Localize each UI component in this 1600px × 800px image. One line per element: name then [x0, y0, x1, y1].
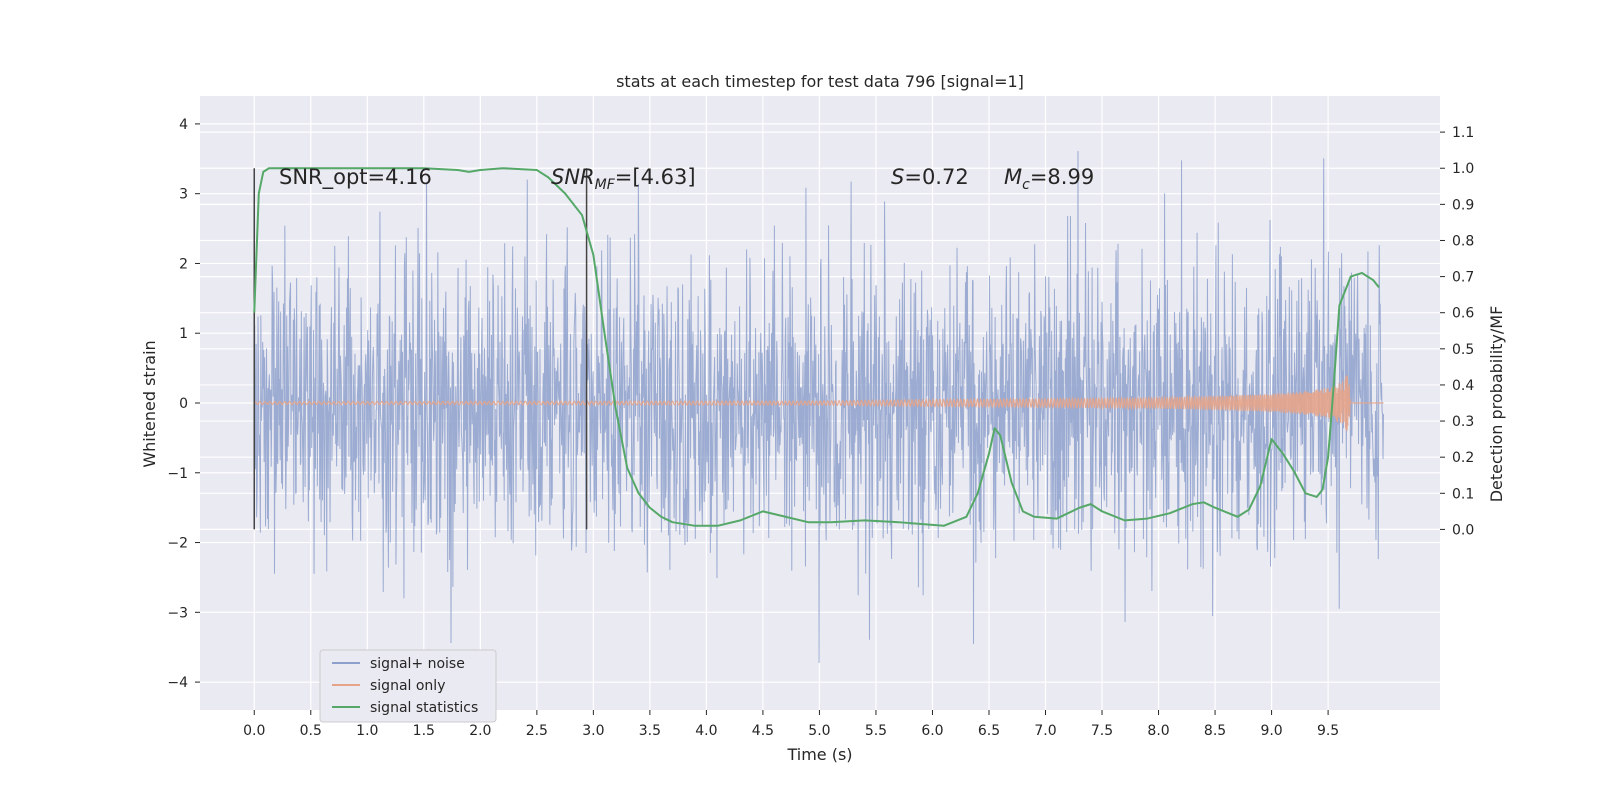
signal-statistics-line — [253, 167, 1380, 527]
y-tick-label-right: 1.0 — [1452, 161, 1474, 177]
x-tick-label: 7.5 — [1091, 723, 1113, 739]
legend-label-signal-only: signal only — [370, 678, 445, 694]
x-tick-label: 8.0 — [1147, 723, 1169, 739]
x-tick-label: 1.5 — [413, 723, 435, 739]
legend-label-signal-noise: signal+ noise — [370, 656, 465, 672]
y-tick-label-right: 0.7 — [1452, 270, 1474, 286]
y-axis-label-right: Detection probability/MF — [1487, 306, 1506, 503]
legend: signal+ noise signal only signal statist… — [319, 649, 497, 723]
y-ticks: 4 3 2 1 0 −1 −2 −3 −4 — [167, 117, 200, 691]
y-tick-label: 2 — [179, 256, 188, 272]
y-tick-label-right: 0.1 — [1452, 486, 1474, 502]
x-tick-label: 3.0 — [582, 723, 604, 739]
y-tick-label: −2 — [167, 536, 188, 552]
y-tick-label: 0 — [179, 396, 188, 412]
y-tick-label-right: 1.1 — [1452, 125, 1474, 141]
annotation-snr-mf: SNRMF=[4.63] — [551, 165, 696, 193]
y-tick-label: 1 — [179, 326, 188, 342]
x-tick-label: 8.5 — [1204, 723, 1226, 739]
y-tick-label: 3 — [179, 187, 188, 203]
x-tick-label: 6.5 — [978, 723, 1000, 739]
y-tick-label-right: 0.2 — [1452, 450, 1474, 466]
series-signal-statistics — [253, 167, 1380, 527]
y-tick-label-right: 0.5 — [1452, 342, 1474, 358]
chart-title: stats at each timestep for test data 796… — [616, 72, 1024, 91]
x-tick-label: 6.0 — [921, 723, 943, 739]
y-tick-label: 4 — [179, 117, 188, 133]
y-tick-label: −3 — [167, 605, 188, 621]
y-tick-label: −4 — [167, 675, 188, 691]
x-axis-label: Time (s) — [786, 745, 852, 764]
annotation-snr-opt: SNR_opt=4.16 — [279, 165, 432, 190]
series-signal-noise — [253, 151, 1384, 663]
y-axis-label: Whitened strain — [140, 340, 159, 467]
legend-label-signal-statistics: signal statistics — [370, 700, 478, 716]
x-tick-label: 3.5 — [639, 723, 661, 739]
signal-noise-line — [253, 151, 1384, 663]
y-ticks-right: 1.1 1.0 0.9 0.8 0.7 0.6 0.5 0.4 0.3 0.2 0.1 0.0 — [1440, 125, 1474, 538]
series-signal-only — [253, 375, 1384, 431]
y-tick-label-right: 0.9 — [1452, 197, 1474, 213]
y-tick-label-right: 0.3 — [1452, 414, 1474, 430]
signal-only-line — [253, 375, 1384, 431]
x-ticks: 0.0 0.5 1.0 1.5 2.0 2.5 3.0 3.5 4.0 4.5 5.0 5.5 6.0 6… — [243, 710, 1339, 739]
x-tick-label: 1.0 — [356, 723, 378, 739]
annotation-s: S=0.72 — [891, 165, 969, 189]
y-tick-label-right: 0.0 — [1452, 522, 1474, 538]
x-tick-label: 9.5 — [1317, 723, 1339, 739]
x-tick-label: 5.5 — [865, 723, 887, 739]
legend-box — [319, 649, 497, 723]
x-tick-label: 0.5 — [300, 723, 322, 739]
y-tick-label: −1 — [167, 466, 188, 482]
annotation-mc: Mc=8.99 — [1004, 165, 1094, 193]
x-tick-label: 4.0 — [695, 723, 717, 739]
x-tick-label: 0.0 — [243, 723, 265, 739]
y-tick-label-right: 0.4 — [1452, 378, 1474, 394]
x-tick-label: 2.0 — [469, 723, 491, 739]
x-tick-label: 5.0 — [808, 723, 830, 739]
y-tick-label-right: 0.6 — [1452, 306, 1474, 322]
x-tick-label: 4.5 — [752, 723, 774, 739]
x-tick-label: 7.0 — [1034, 723, 1056, 739]
x-tick-label: 2.5 — [526, 723, 548, 739]
y-tick-label-right: 0.8 — [1452, 233, 1474, 249]
x-tick-label: 9.0 — [1260, 723, 1282, 739]
